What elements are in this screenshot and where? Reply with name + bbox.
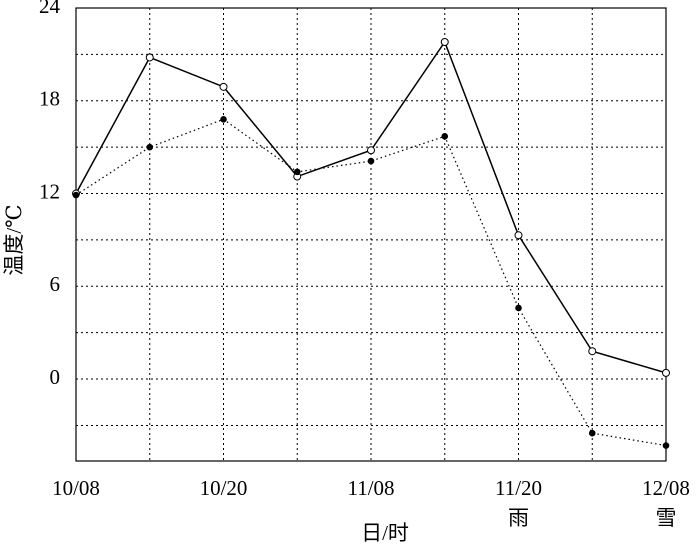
data-point: [515, 304, 522, 312]
data-point: [293, 168, 301, 176]
y-tick-label: 6: [50, 272, 61, 296]
series-line: [75, 118, 667, 447]
data-point: [662, 368, 670, 377]
x-tick-label: 10/20: [200, 476, 248, 500]
y-tick-label: 18: [39, 87, 60, 111]
data-point: [588, 347, 597, 356]
annotation: 雪: [656, 506, 677, 530]
y-tick-label: 0: [50, 365, 61, 389]
data-point: [367, 146, 375, 155]
data-point: [514, 231, 523, 240]
x-axis-label: 日/时: [361, 521, 409, 545]
x-tick-label: 12/08: [642, 476, 690, 500]
data-point: [219, 82, 228, 91]
data-point: [72, 191, 80, 199]
x-tick-label: 10/08: [52, 476, 100, 500]
data-point: [146, 143, 154, 151]
y-tick-label: 24: [39, 0, 61, 18]
y-tick-label: 12: [39, 179, 60, 203]
annotation: 雨: [508, 506, 529, 530]
data-point: [588, 429, 596, 437]
data-point: [367, 157, 375, 165]
data-point: [441, 133, 449, 140]
data-point: [220, 116, 227, 123]
data-point: [145, 53, 154, 62]
data-point: [440, 38, 449, 47]
x-tick-label: 11/20: [495, 476, 542, 500]
plot-frame: [75, 7, 667, 462]
data-point: [662, 442, 670, 449]
y-axis-label: 温度/℃: [2, 204, 26, 275]
x-tick-label: 11/08: [347, 476, 394, 500]
